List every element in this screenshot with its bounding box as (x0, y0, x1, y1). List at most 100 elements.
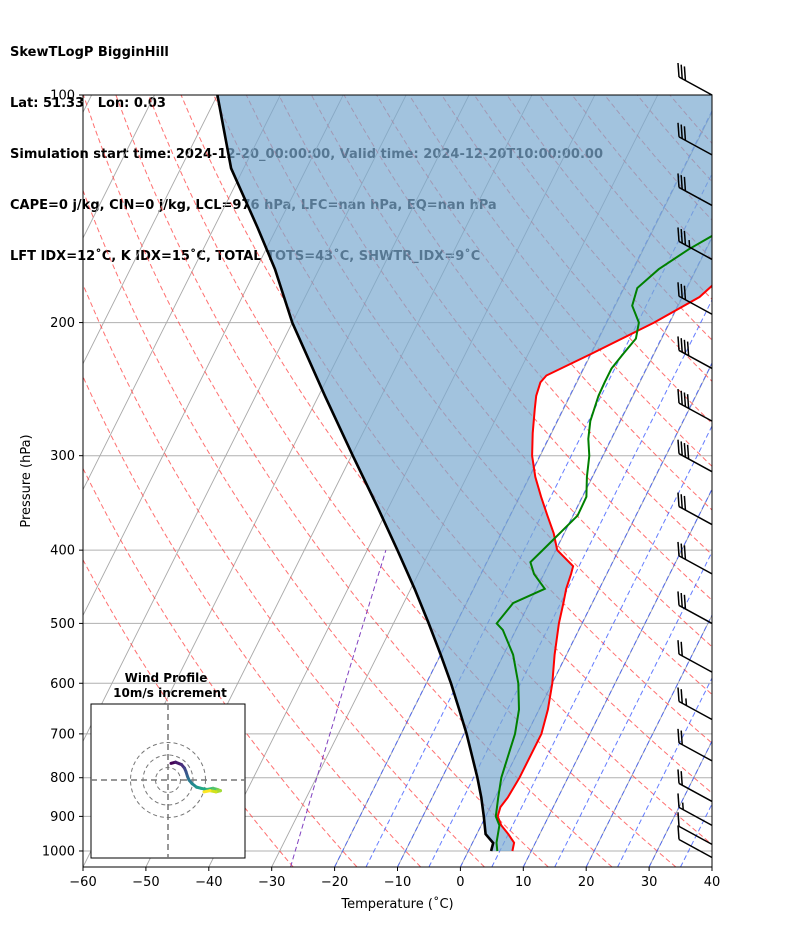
dry-adiabat (343, 95, 712, 556)
barb-shaft (678, 700, 713, 721)
barb-flag (683, 339, 687, 354)
isotherm-line (83, 95, 281, 491)
y-tick-label: 100 (50, 89, 75, 104)
barb-flag (677, 640, 680, 655)
barb-shaft (678, 402, 713, 422)
barb-flag (677, 793, 680, 808)
barb-flag (677, 62, 680, 78)
barb-flag (683, 176, 687, 191)
x-tick-label: −20 (321, 875, 348, 890)
barb-flag (677, 173, 680, 188)
hodograph-inset: Wind Profile 10m/s increment (90, 671, 246, 859)
moist-adiabat (585, 613, 712, 867)
barb-flag (677, 728, 680, 743)
barb-flag (683, 594, 687, 609)
profile-lines (216, 95, 712, 852)
dry-adiabat (83, 283, 485, 867)
barb-flag (677, 812, 680, 827)
barb-flag (686, 394, 690, 409)
barb-flag (677, 227, 680, 242)
y-axis-ticks: 100 200 300 400 500 600 700 800 900 1000 (42, 89, 83, 859)
barb-flag (677, 591, 680, 606)
cape-cin-shading (217, 95, 712, 851)
isotherm-line (83, 95, 93, 114)
x-tick-label: 30 (641, 875, 658, 890)
x-axis-label: Temperature (˚C) (340, 896, 453, 912)
barb-shaft (678, 653, 713, 673)
isotherm-line (522, 488, 712, 867)
barb-shaft (678, 349, 713, 370)
y-tick-label: 1000 (42, 844, 75, 859)
barb-flag (677, 389, 680, 404)
barb-flag (680, 771, 683, 786)
hodograph-trace (202, 789, 212, 794)
wind-barb (677, 769, 713, 803)
barb-flag (680, 543, 683, 558)
y-tick-label: 800 (50, 771, 75, 786)
barb-flag (680, 338, 683, 353)
hodograph-subtitle: 10m/s increment (113, 686, 227, 700)
barb-shaft (678, 838, 713, 859)
barb-shaft (678, 742, 713, 762)
barb-shaft (678, 76, 713, 96)
temperature-line (496, 284, 712, 852)
barb-flag (680, 641, 683, 656)
y-tick-label: 300 (50, 449, 75, 464)
moist-adiabat (680, 802, 712, 867)
barb-flag (677, 122, 680, 137)
dewpoint-line (494, 234, 712, 852)
y-tick-label: 700 (50, 727, 75, 742)
wind-barb (677, 541, 713, 575)
moist-adiabat (711, 865, 712, 867)
barb-flag (677, 541, 680, 556)
x-tick-label: −40 (195, 875, 222, 890)
moist-adiabat (522, 487, 712, 867)
wind-barb (677, 825, 713, 859)
barb-shaft (678, 240, 713, 261)
x-tick-label: 0 (456, 875, 464, 890)
dry-adiabat (376, 95, 712, 511)
wind-barb (677, 62, 713, 96)
wind-barb (677, 173, 713, 207)
barb-shaft (678, 186, 713, 207)
dry-adiabat (83, 375, 422, 867)
barb-flag (683, 126, 687, 141)
barb-flag (677, 769, 680, 784)
wind-barb (677, 591, 713, 625)
moist-adiabat (334, 109, 712, 867)
wind-barb (677, 640, 713, 673)
barb-flag (680, 283, 683, 299)
barb-flag (683, 545, 687, 560)
barb-flag (680, 390, 683, 405)
barb-flag (686, 341, 690, 356)
moist-adiabat (648, 739, 712, 867)
mixing-ratio-line (290, 549, 387, 867)
barb-flag (680, 229, 683, 244)
barb-flag (683, 230, 687, 245)
dry-adiabat (408, 95, 712, 468)
barb-flag (683, 392, 687, 407)
barb-flag (680, 64, 683, 79)
dry-adiabat (115, 95, 677, 867)
barb-flag (683, 495, 687, 511)
barb-shaft (678, 453, 713, 473)
wind-barbs (677, 62, 713, 859)
wind-barb (677, 389, 713, 422)
barb-flag (677, 825, 680, 840)
wind-barb (677, 336, 713, 370)
barb-half (688, 239, 691, 248)
barb-shaft (678, 505, 713, 526)
barb-flag (683, 285, 687, 300)
x-tick-label: −30 (258, 875, 285, 890)
barb-half (681, 802, 684, 810)
barb-shaft (678, 806, 713, 827)
y-tick-label: 600 (50, 677, 75, 692)
barb-shaft (678, 782, 713, 803)
barb-shaft (678, 295, 713, 315)
y-tick-label: 500 (50, 617, 75, 632)
barb-flag (677, 282, 680, 297)
wind-barb (677, 728, 713, 762)
x-tick-label: 40 (704, 875, 721, 890)
isotherm-line (83, 95, 155, 240)
